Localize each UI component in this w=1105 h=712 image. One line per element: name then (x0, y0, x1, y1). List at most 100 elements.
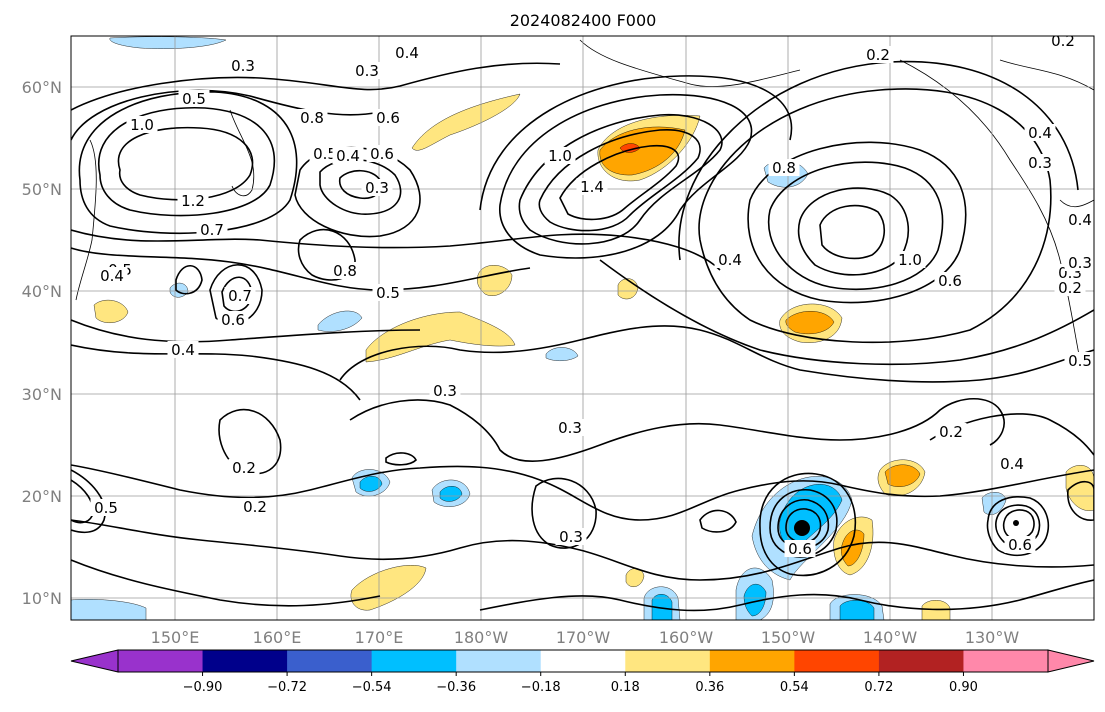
contour-line (518, 113, 723, 245)
colorbar: −0.90 −0.72 −0.54 −0.36 −0.18 0.18 0.36 0.54 0.7… (70, 649, 1095, 695)
contour-label-bg (361, 179, 393, 196)
contour-label-bg (96, 267, 128, 284)
contour-label-text: 0.4 (395, 44, 419, 62)
contour-label-text: 0.3 (355, 62, 379, 80)
shade-positive (93, 299, 129, 323)
lat-label: 10°N (22, 589, 62, 608)
contour-label-bg (351, 62, 383, 79)
contour-label-text: 0.6 (1008, 536, 1032, 554)
contour-label-text: 0.2 (232, 459, 256, 477)
lat-label: 40°N (22, 282, 62, 301)
contour-line (339, 325, 1094, 383)
contour-label: 0.3 (555, 528, 587, 546)
contour-label: 0.3 (361, 179, 393, 197)
contour-label-bg (224, 287, 256, 304)
contour-label-bg (178, 90, 210, 107)
colorbar-tick-label: −0.36 (436, 680, 476, 695)
contour-label-bg (1064, 352, 1094, 369)
contour-label-bg (296, 109, 328, 126)
contour-label: 0.2 (1054, 279, 1086, 297)
contour-label: 0.6 (366, 145, 398, 163)
shade-positive-strong (785, 311, 835, 335)
contour-label-text: 0.3 (365, 179, 389, 197)
contour-line (769, 489, 838, 558)
contour-label: 0.8 (329, 262, 361, 280)
contour-label-text: 0.3 (231, 57, 255, 75)
contour-label-text: 0.2 (1051, 32, 1075, 50)
contour-label: 1.0 (894, 251, 926, 269)
contour-label-bg (332, 147, 364, 164)
lon-label: 150°W (761, 628, 816, 647)
colorbar-segment (625, 650, 711, 672)
contour-label-text: 0.3 (559, 528, 583, 546)
contour-label-text: 0.5 (182, 90, 206, 108)
contour-label-text: 1.0 (130, 116, 154, 134)
contour-label: 0.6 (217, 311, 249, 329)
contour-label-bg (1024, 124, 1056, 141)
lon-label: 140°W (863, 628, 918, 647)
contour-line (785, 508, 822, 544)
lon-label: 170°W (556, 628, 611, 647)
contour-label-text: 0.4 (1028, 124, 1052, 142)
colorbar-extend-high (1047, 649, 1095, 673)
contour-label: 0.7 (196, 221, 228, 239)
contour-label-bg (372, 109, 404, 126)
contour-label: 0.2 (1047, 32, 1079, 50)
colorbar-extend-low (70, 649, 119, 673)
contour-label-bg (1047, 36, 1079, 49)
lat-label: 50°N (22, 180, 62, 199)
contour-label: 0.5 (372, 284, 404, 302)
contour-label: 0.3 (1064, 254, 1094, 272)
contour-label: 0.2 (935, 423, 967, 441)
colorbar-segment (540, 650, 626, 672)
contour-label: 1.0 (126, 116, 158, 134)
contour-label-bg (1054, 279, 1086, 296)
colorbar-segment (118, 650, 204, 672)
shade-positive (365, 311, 516, 363)
contour-label-text: 1.2 (181, 192, 205, 210)
contour-label: 0.8 (296, 109, 328, 127)
shade-positive (411, 93, 521, 151)
contour-label: 0.3 (429, 382, 461, 400)
contour-label-text: 0.5 (94, 499, 118, 517)
colorbar-tick-label: −0.54 (352, 680, 392, 695)
contour-label: 0.6 (372, 109, 404, 127)
shade-positive-strong (841, 529, 865, 567)
contour-label-bg (372, 284, 404, 301)
contour-label: 0.4 (1064, 211, 1094, 229)
contour-label-bg (555, 528, 587, 545)
map-panel: 0.3 0.4 0.3 0.5 1.0 0.8 0.6 0.5 0.6 0.4 0.3 1.2 0.7 0… (22, 32, 1095, 647)
contour-label-text: 0.3 (1028, 154, 1052, 172)
shade-negative-strong (651, 594, 673, 620)
contour-label: 0.6 (934, 272, 966, 290)
latitude-labels: 60°N 50°N 40°N 30°N 20°N 10°N (22, 78, 62, 608)
contour-label: 1.0 (544, 147, 576, 165)
coastline (229, 109, 255, 197)
shade-negative (317, 310, 363, 332)
contour-line (71, 469, 106, 534)
contour-line (599, 259, 1094, 366)
contour-label-bg (228, 459, 260, 476)
colorbar-tick-label: −0.18 (521, 680, 561, 695)
contour-label-text: 0.2 (1058, 279, 1082, 297)
contour-label: 0.5 (90, 499, 122, 517)
shade-negative-strong (359, 476, 383, 492)
contour-line (71, 247, 531, 291)
contour-label-bg (1064, 254, 1094, 271)
contour-label-bg (90, 499, 122, 516)
contour-label-text: 0.7 (228, 287, 252, 305)
colorbar-segment (878, 650, 964, 672)
contour-label: 1.2 (177, 192, 209, 210)
contour-label: 0.4 (167, 341, 199, 359)
contour-label: 0.3 (1024, 154, 1056, 172)
contour-label: 0.8 (768, 159, 800, 177)
contour-line (385, 452, 417, 466)
lon-label: 170°E (355, 628, 404, 647)
contour-line (71, 319, 421, 343)
contour-line (759, 472, 857, 577)
contour-label-bg (576, 178, 608, 195)
contour-label-text: 0.6 (370, 145, 394, 163)
colorbar-tick-label: 0.18 (611, 680, 640, 695)
contour-label: 0.7 (224, 287, 256, 305)
contour-label-text: 0.4 (336, 147, 360, 165)
